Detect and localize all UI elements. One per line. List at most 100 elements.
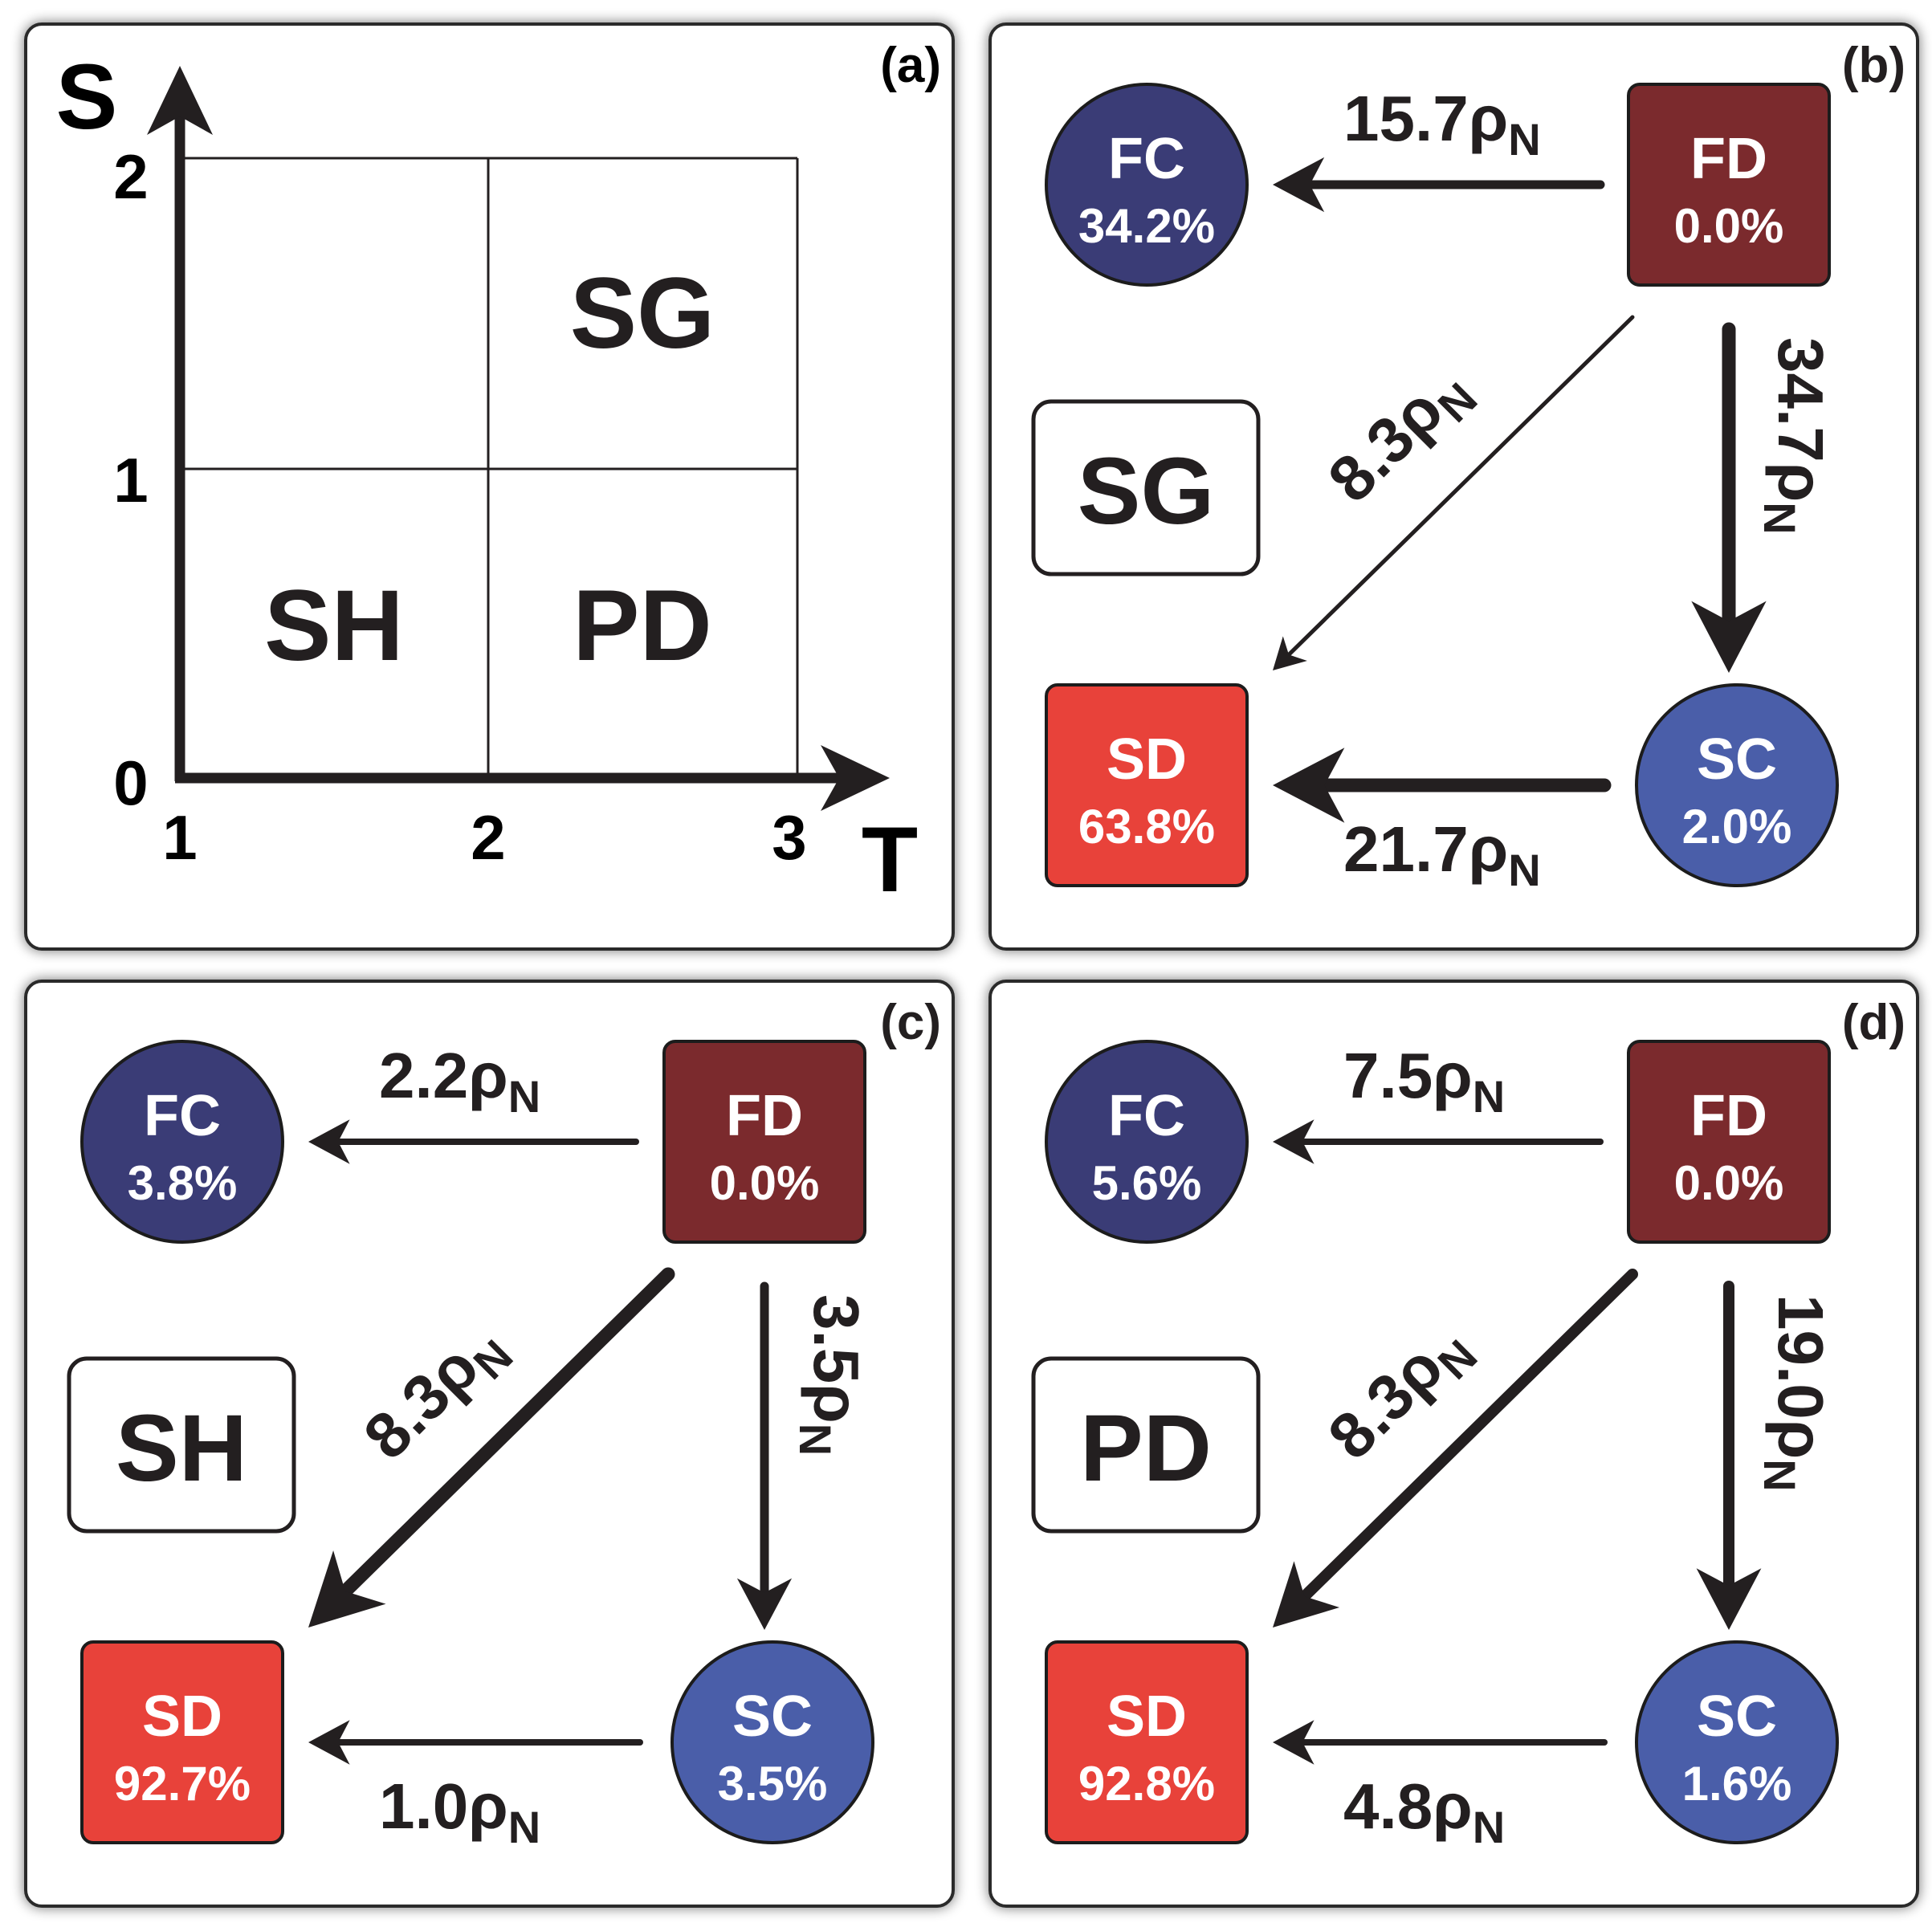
game-type-box bbox=[1031, 399, 1261, 576]
flow-label-fd-sc-value: 3.5 bbox=[801, 1294, 872, 1383]
flow-label-fd-fc-rho: ρ bbox=[1433, 1040, 1473, 1111]
node-sd: SD 92.8% bbox=[1045, 1640, 1249, 1844]
flow-label-fd-sc-value: 19.0 bbox=[1765, 1294, 1836, 1420]
panel-a: (a) S T 0 1 2 1 2 3 SG SH PD bbox=[24, 22, 955, 951]
node-sd-box bbox=[1045, 683, 1249, 887]
arrow-fd-to-sd-shaft bbox=[1286, 315, 1635, 657]
game-type-label: PD bbox=[1080, 1395, 1212, 1501]
panel-b-label: (b) bbox=[1842, 38, 1906, 93]
node-fd-box bbox=[1627, 83, 1831, 287]
arrow-sc-to-sd bbox=[1273, 1720, 1608, 1765]
node-fc-percent: 5.6% bbox=[1092, 1156, 1202, 1210]
arrow-fd-to-sc bbox=[1696, 1281, 1762, 1630]
flow-label-fd-fc-subscript: N bbox=[1508, 114, 1540, 165]
flow-label-fd-sc: 19.0ρN bbox=[1755, 1294, 1836, 1492]
arrow-fd-to-fc-head bbox=[308, 1119, 350, 1164]
flow-label-sc-sd-value: 4.8 bbox=[1343, 1770, 1433, 1842]
x-axis-label: T bbox=[862, 809, 918, 911]
x-axis-arrowhead bbox=[821, 745, 890, 811]
node-sd-percent: 63.8% bbox=[1078, 800, 1215, 854]
flow-label-fd-fc-value: 7.5 bbox=[1343, 1040, 1433, 1111]
node-sc-circle bbox=[1635, 1640, 1839, 1844]
node-sc-name: SC bbox=[1697, 727, 1777, 792]
arrow-fd-to-sd bbox=[1273, 315, 1635, 670]
flow-label-fd-fc-rho: ρ bbox=[468, 1040, 508, 1111]
region-sh: SH bbox=[264, 570, 404, 682]
arrow-fd-to-sc-head bbox=[1696, 1568, 1762, 1630]
arrow-fd-to-sd bbox=[308, 1267, 675, 1628]
y-axis-label: S bbox=[56, 46, 118, 149]
arrow-fd-to-sd-head bbox=[1273, 636, 1307, 670]
node-fd-name: FD bbox=[1690, 127, 1767, 191]
node-fd-name: FD bbox=[1690, 1084, 1767, 1148]
node-fd: FD 0.0% bbox=[1627, 83, 1831, 287]
node-sc-percent: 1.6% bbox=[1682, 1757, 1792, 1811]
panel-b: (b)SG15.7ρN34.7ρN8.3ρN21.7ρNFC34.2%FD0.0… bbox=[988, 22, 1919, 951]
node-fd-percent: 0.0% bbox=[1674, 199, 1784, 253]
node-fc-circle bbox=[80, 1040, 284, 1244]
arrow-fd-to-fc bbox=[1273, 157, 1605, 213]
flow-label-sc-sd-subscript: N bbox=[1508, 845, 1540, 895]
node-fc-percent: 3.8% bbox=[128, 1156, 238, 1210]
panel-d-label: (d) bbox=[1842, 995, 1906, 1050]
flow-label-sc-sd-rho: ρ bbox=[1433, 1770, 1473, 1842]
y-tick-0: 0 bbox=[113, 748, 148, 818]
flow-label-fd-sc-value: 34.7 bbox=[1765, 337, 1836, 462]
node-sc: SC 3.5% bbox=[670, 1640, 874, 1844]
phase-grid bbox=[180, 157, 799, 778]
arrow-sc-to-sd-head bbox=[1273, 1720, 1314, 1765]
arrow-fd-to-sd-head bbox=[308, 1550, 386, 1628]
flow-label-fd-sc: 3.5ρN bbox=[790, 1294, 872, 1456]
node-fc-circle bbox=[1045, 1040, 1249, 1244]
game-type-box bbox=[67, 1356, 296, 1534]
flow-label-sc-sd-value: 1.0 bbox=[379, 1770, 468, 1842]
y-axis-arrowhead bbox=[147, 66, 213, 135]
node-sc-name: SC bbox=[1697, 1685, 1777, 1749]
flow-panels: (b)SG15.7ρN34.7ρN8.3ρN21.7ρNFC34.2%FD0.0… bbox=[24, 22, 1919, 1908]
node-sd: SD 92.7% bbox=[80, 1640, 284, 1844]
node-fc: FC 5.6% bbox=[1045, 1040, 1249, 1244]
panel-c-label: (c) bbox=[880, 995, 941, 1050]
game-type-box bbox=[1031, 1356, 1261, 1534]
flow-label-sc-sd-rho: ρ bbox=[468, 1770, 508, 1842]
node-fc: FC 34.2% bbox=[1045, 83, 1249, 287]
flow-label-fd-sc-subscript: N bbox=[1755, 502, 1805, 534]
flow-label-fd-sc-rho: ρ bbox=[1765, 1420, 1836, 1460]
panel-d: (d)PD7.5ρN19.0ρN8.3ρN4.8ρNFC5.6%FD0.0%SD… bbox=[988, 980, 1919, 1908]
flow-label-fd-sc-rho: ρ bbox=[1765, 462, 1836, 503]
arrow-fd-to-sd-shaft bbox=[338, 1267, 675, 1599]
node-sd-box bbox=[1045, 1640, 1249, 1844]
flow-label-fd-fc: 2.2ρN bbox=[379, 1040, 540, 1122]
node-sc: SC 1.6% bbox=[1635, 1640, 1839, 1844]
axes bbox=[147, 66, 890, 811]
flow-label-sc-sd-value: 21.7 bbox=[1343, 813, 1469, 885]
node-sc-percent: 2.0% bbox=[1682, 800, 1792, 854]
arrow-sc-to-sd bbox=[1273, 748, 1612, 823]
flow-label-sc-sd-subscript: N bbox=[508, 1802, 540, 1852]
arrow-sc-to-sd-head bbox=[1273, 748, 1345, 823]
arrow-fd-to-sc-head bbox=[736, 1578, 793, 1630]
arrow-fd-to-fc bbox=[1273, 1119, 1604, 1164]
x-tick-1: 1 bbox=[162, 802, 197, 873]
node-fd: FD 0.0% bbox=[1627, 1040, 1831, 1244]
arrow-fd-to-fc bbox=[308, 1119, 639, 1164]
arrow-sc-to-sd-head bbox=[308, 1720, 350, 1765]
flow-label-sc-sd: 4.8ρN bbox=[1343, 1770, 1505, 1852]
arrow-fd-to-sd bbox=[1273, 1269, 1638, 1628]
arrow-sc-to-sd bbox=[308, 1720, 643, 1765]
flow-label-sc-sd-rho: ρ bbox=[1469, 813, 1509, 885]
node-sc-name: SC bbox=[732, 1685, 813, 1749]
node-fd-name: FD bbox=[726, 1084, 803, 1148]
node-sd-name: SD bbox=[1107, 727, 1187, 792]
game-type-label: SG bbox=[1078, 438, 1215, 544]
arrow-fd-to-fc-head bbox=[1273, 157, 1325, 213]
y-tick-2: 2 bbox=[113, 141, 148, 212]
node-fc-name: FC bbox=[1108, 127, 1185, 191]
arrow-fd-to-sd-shaft bbox=[1298, 1269, 1638, 1603]
node-fc-circle bbox=[1045, 83, 1249, 287]
flow-label-fd-fc-subscript: N bbox=[508, 1071, 540, 1122]
node-sd-percent: 92.8% bbox=[1078, 1757, 1215, 1811]
node-sd-name: SD bbox=[142, 1685, 222, 1749]
game-type-label: SH bbox=[116, 1395, 247, 1501]
